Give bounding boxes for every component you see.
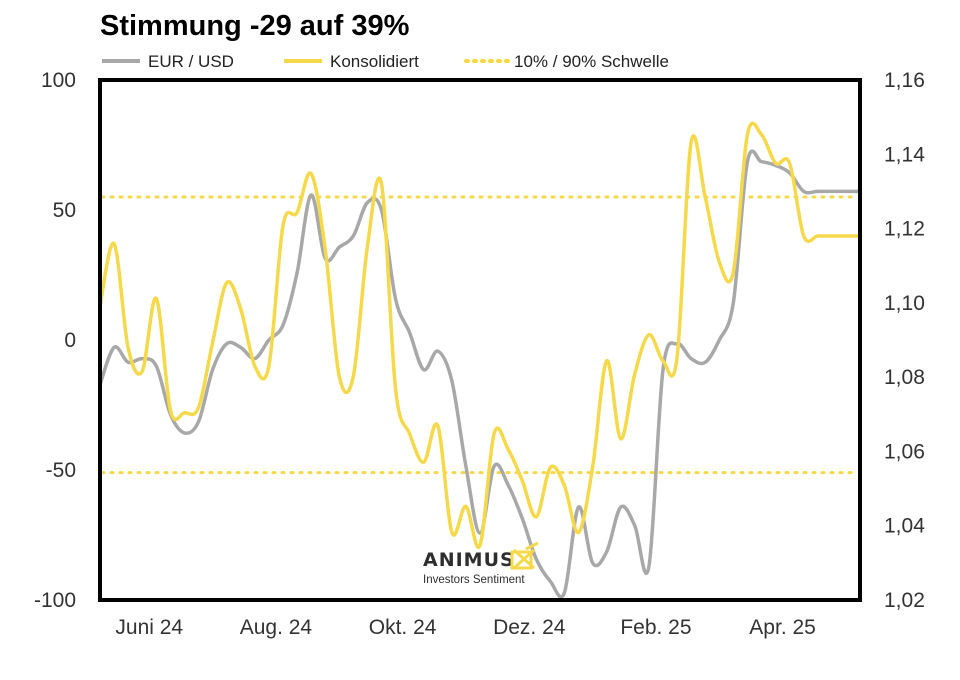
y-right-tick-label: 1,04 [884, 515, 925, 538]
legend-item-threshold: 10% / 90% Schwelle [464, 52, 669, 71]
y-axis-left: -100 -50 0 50 100 [34, 69, 76, 612]
plot-frame [98, 78, 862, 602]
animus-x-icon [510, 541, 539, 570]
y-right-tick-label: 1,14 [884, 143, 925, 166]
legend: EUR / USD Konsolidiert 10% / 90% Schwell… [102, 52, 669, 71]
y-left-tick-label: -100 [34, 589, 76, 612]
x-tick-label: Juni 24 [115, 616, 183, 639]
y-right-tick-label: 1,12 [884, 218, 925, 241]
chart-title: Stimmung -29 auf 39% [100, 10, 410, 42]
watermark-brand: ANIMUS [423, 549, 515, 571]
series-line-eurusd [98, 149, 860, 599]
y-left-tick-label: 50 [53, 199, 76, 222]
x-tick-label: Aug. 24 [240, 616, 313, 639]
x-tick-label: Feb. 25 [620, 616, 691, 639]
series-line-consolidated [98, 121, 860, 550]
y-left-tick-label: -50 [46, 459, 76, 482]
y-left-tick-label: 0 [64, 329, 76, 352]
legend-label-consolidated: Konsolidiert [330, 52, 419, 71]
x-tick-label: Dez. 24 [493, 616, 566, 639]
y-right-tick-label: 1,08 [884, 366, 925, 389]
legend-item-eurusd: EUR / USD [102, 52, 234, 71]
plot-content [98, 121, 860, 599]
legend-label-threshold: 10% / 90% Schwelle [514, 52, 669, 71]
x-tick-label: Apr. 25 [749, 616, 816, 639]
watermark-logo: ANIMUS Investors Sentiment [423, 541, 539, 586]
y-right-tick-label: 1,10 [884, 292, 925, 315]
y-left-tick-label: 100 [41, 69, 76, 92]
legend-label-eurusd: EUR / USD [148, 52, 234, 71]
x-tick-label: Okt. 24 [369, 616, 437, 639]
watermark-tagline: Investors Sentiment [423, 574, 525, 586]
legend-item-consolidated: Konsolidiert [284, 52, 419, 71]
y-right-tick-label: 1,06 [884, 440, 925, 463]
y-right-tick-label: 1,02 [884, 589, 925, 612]
x-axis: Juni 24 Aug. 24 Okt. 24 Dez. 24 Feb. 25 Apr. … [115, 616, 815, 639]
y-axis-right: 1,02 1,04 1,06 1,08 1,10 1,12 1,14 1,16 [884, 69, 925, 612]
y-right-tick-label: 1,16 [884, 69, 925, 92]
